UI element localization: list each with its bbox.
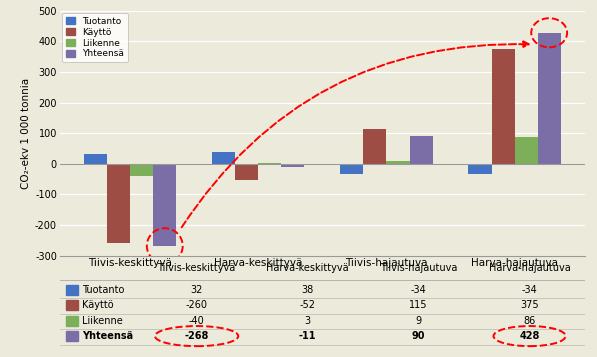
Bar	[491, 49, 515, 164]
Text: -40: -40	[189, 316, 205, 326]
Text: Tuotanto: Tuotanto	[82, 285, 124, 295]
Text: 115: 115	[410, 300, 428, 310]
Bar	[84, 154, 107, 164]
Bar	[386, 161, 410, 164]
Text: 9: 9	[416, 316, 421, 326]
Text: -34: -34	[522, 285, 537, 295]
Bar	[212, 152, 235, 164]
Bar	[107, 164, 130, 243]
Bar	[281, 164, 304, 167]
Text: -52: -52	[300, 300, 316, 310]
Bar	[410, 136, 433, 164]
Bar	[340, 164, 364, 174]
Text: Liikenne: Liikenne	[82, 316, 122, 326]
Text: -260: -260	[186, 300, 208, 310]
Bar	[538, 33, 561, 164]
Text: 3: 3	[304, 316, 310, 326]
Text: -11: -11	[299, 331, 316, 341]
Text: 38: 38	[301, 285, 314, 295]
Bar	[66, 285, 78, 295]
Bar	[364, 129, 386, 164]
Bar	[515, 137, 538, 164]
Bar	[259, 163, 281, 164]
Text: 375: 375	[520, 300, 539, 310]
Text: 428: 428	[519, 331, 540, 341]
Bar	[130, 164, 153, 176]
Text: 90: 90	[412, 331, 425, 341]
Text: Tiivis-keskittyvä: Tiivis-keskittyvä	[158, 263, 236, 273]
Y-axis label: CO₂-ekv 1 000 tonnia: CO₂-ekv 1 000 tonnia	[21, 77, 31, 189]
Bar	[153, 164, 176, 246]
Text: Harva-hajautuva: Harva-hajautuva	[489, 263, 571, 273]
Bar	[66, 300, 78, 310]
Text: Harva-keskittyvä: Harva-keskittyvä	[266, 263, 349, 273]
Bar	[66, 316, 78, 326]
Bar	[469, 164, 491, 174]
Legend: Tuotanto, Käyttö, Liikenne, Yhteensä: Tuotanto, Käyttö, Liikenne, Yhteensä	[63, 14, 128, 62]
Bar	[66, 331, 78, 341]
Text: -34: -34	[411, 285, 426, 295]
Text: 86: 86	[524, 316, 536, 326]
Text: Yhteensä: Yhteensä	[82, 331, 133, 341]
Text: Tiivis-hajautuva: Tiivis-hajautuva	[380, 263, 457, 273]
Text: -268: -268	[184, 331, 209, 341]
Bar	[235, 164, 259, 180]
Text: 32: 32	[190, 285, 203, 295]
Text: Käyttö: Käyttö	[82, 300, 113, 310]
